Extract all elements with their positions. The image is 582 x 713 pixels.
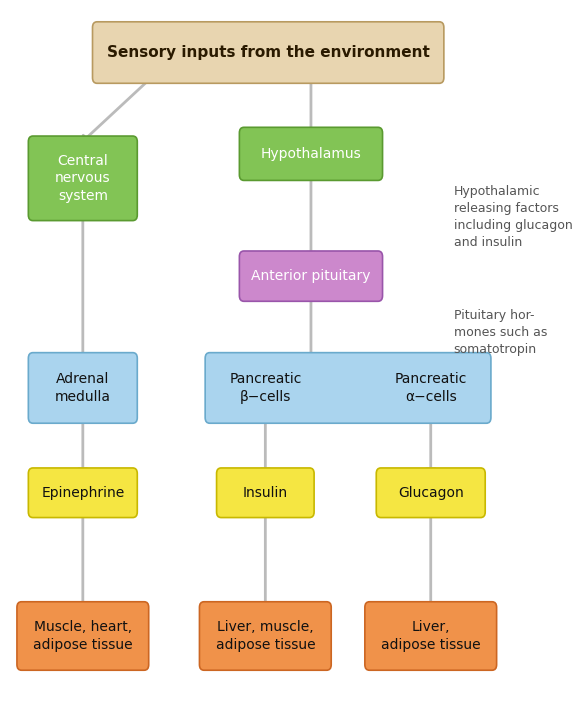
Text: Hypothalamic
releasing factors
including glucagon
and insulin: Hypothalamic releasing factors including… <box>453 185 572 249</box>
Text: Pancreatic
β−cells: Pancreatic β−cells <box>229 372 301 404</box>
Text: Insulin: Insulin <box>243 486 288 500</box>
Text: Sensory inputs from the environment: Sensory inputs from the environment <box>107 45 430 60</box>
FancyBboxPatch shape <box>217 468 314 518</box>
Text: Epinephrine: Epinephrine <box>41 486 125 500</box>
Text: Anterior pituitary: Anterior pituitary <box>251 269 371 283</box>
FancyBboxPatch shape <box>377 468 485 518</box>
Text: Liver,
adipose tissue: Liver, adipose tissue <box>381 620 481 652</box>
Text: Central
nervous
system: Central nervous system <box>55 154 111 202</box>
Text: Muscle, heart,
adipose tissue: Muscle, heart, adipose tissue <box>33 620 133 652</box>
Text: Hypothalamus: Hypothalamus <box>261 147 361 161</box>
Text: Glucagon: Glucagon <box>398 486 464 500</box>
FancyBboxPatch shape <box>200 602 331 670</box>
Text: Adrenal
medulla: Adrenal medulla <box>55 372 111 404</box>
Text: Liver, muscle,
adipose tissue: Liver, muscle, adipose tissue <box>215 620 315 652</box>
FancyBboxPatch shape <box>205 353 491 424</box>
FancyBboxPatch shape <box>239 251 382 302</box>
FancyBboxPatch shape <box>93 22 444 83</box>
Text: Pituitary hor-
mones such as
somatotropin: Pituitary hor- mones such as somatotropi… <box>453 309 547 356</box>
FancyBboxPatch shape <box>29 468 137 518</box>
FancyBboxPatch shape <box>17 602 148 670</box>
FancyBboxPatch shape <box>29 136 137 220</box>
Text: Pancreatic
α−cells: Pancreatic α−cells <box>395 372 467 404</box>
FancyBboxPatch shape <box>29 353 137 424</box>
FancyBboxPatch shape <box>365 602 496 670</box>
FancyBboxPatch shape <box>239 128 382 180</box>
